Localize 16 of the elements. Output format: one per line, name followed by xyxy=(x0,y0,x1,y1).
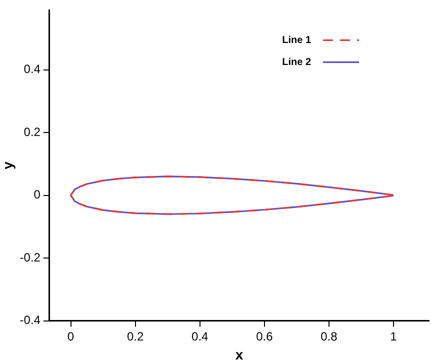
x-tick-label: 0.2 xyxy=(126,329,144,344)
x-tick-label: 0.4 xyxy=(192,329,209,344)
x-tick-label: 0.6 xyxy=(256,329,274,344)
line-series xyxy=(70,176,394,215)
x-axis-title: x xyxy=(235,346,244,362)
legend-label: Line 2 xyxy=(282,56,312,68)
y-axis-title: y xyxy=(0,161,16,170)
legend-label: Line 1 xyxy=(282,34,312,46)
y-tick-label: 0 xyxy=(34,188,41,202)
y-tick-label: -0.4 xyxy=(20,313,41,328)
x-tick-label: 1 xyxy=(390,329,398,344)
y-tick-label: -0.2 xyxy=(20,250,41,264)
y-tick-label: 0.4 xyxy=(24,62,41,76)
x-tick-label: 0.8 xyxy=(320,329,338,344)
y-tick-label: 0.2 xyxy=(24,124,41,139)
x-tick-label: 0 xyxy=(67,329,74,344)
